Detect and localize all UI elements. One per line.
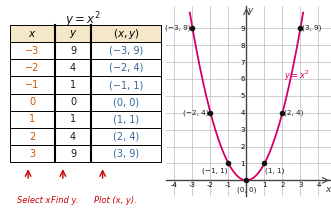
FancyBboxPatch shape (10, 42, 55, 59)
Text: (−2, 4): (−2, 4) (109, 63, 143, 73)
Text: −2: −2 (25, 63, 39, 73)
FancyBboxPatch shape (55, 59, 91, 76)
FancyBboxPatch shape (91, 59, 161, 76)
Text: 4: 4 (70, 63, 76, 73)
Text: 0: 0 (29, 97, 35, 107)
Text: 2: 2 (29, 131, 35, 141)
Text: (2, 4): (2, 4) (113, 131, 139, 141)
Point (226, 162, 231, 165)
Text: (2, 4): (2, 4) (284, 109, 304, 116)
FancyBboxPatch shape (10, 59, 55, 76)
Text: (−1, 1): (−1, 1) (109, 80, 143, 90)
Text: 4: 4 (70, 131, 76, 141)
Point (208, 111, 213, 114)
Text: 0: 0 (70, 97, 76, 107)
Text: (−2, 4): (−2, 4) (183, 109, 209, 116)
Text: −3: −3 (25, 46, 39, 56)
FancyBboxPatch shape (55, 42, 91, 59)
Text: $y = x^2$: $y = x^2$ (284, 68, 310, 83)
FancyBboxPatch shape (55, 25, 91, 42)
Text: Find y.: Find y. (51, 196, 79, 204)
FancyBboxPatch shape (91, 94, 161, 111)
Text: (1, 1): (1, 1) (113, 114, 139, 124)
Text: 9: 9 (70, 149, 76, 159)
Text: (−1, 1): (−1, 1) (202, 168, 228, 174)
Text: x: x (326, 185, 331, 194)
FancyBboxPatch shape (10, 145, 55, 162)
Text: $(x, y)$: $(x, y)$ (113, 27, 139, 41)
Text: −1: −1 (25, 80, 39, 90)
Text: (0, 0): (0, 0) (113, 97, 139, 107)
FancyBboxPatch shape (55, 128, 91, 145)
Text: $y = x^2$: $y = x^2$ (65, 10, 101, 30)
Text: (3, 9): (3, 9) (302, 25, 322, 31)
Point (262, 162, 267, 165)
FancyBboxPatch shape (91, 128, 161, 145)
FancyBboxPatch shape (55, 94, 91, 111)
Text: y: y (247, 6, 252, 15)
Text: 3: 3 (29, 149, 35, 159)
FancyBboxPatch shape (55, 111, 91, 128)
Point (190, 27, 195, 30)
Text: Select x.: Select x. (17, 196, 53, 204)
FancyBboxPatch shape (91, 111, 161, 128)
Text: (−3, 9): (−3, 9) (109, 46, 143, 56)
FancyBboxPatch shape (91, 25, 161, 42)
FancyBboxPatch shape (55, 76, 91, 94)
Text: (0, 0): (0, 0) (237, 186, 256, 193)
Text: 9: 9 (70, 46, 76, 56)
Point (298, 27, 303, 30)
FancyBboxPatch shape (10, 25, 55, 42)
Text: (1, 1): (1, 1) (265, 168, 285, 174)
FancyBboxPatch shape (10, 111, 55, 128)
FancyBboxPatch shape (55, 145, 91, 162)
Text: 1: 1 (29, 114, 35, 124)
Text: $y$: $y$ (69, 27, 77, 40)
Text: Plot (x, y).: Plot (x, y). (94, 196, 137, 204)
FancyBboxPatch shape (91, 76, 161, 94)
FancyBboxPatch shape (10, 128, 55, 145)
FancyBboxPatch shape (10, 76, 55, 94)
Text: 1: 1 (70, 80, 76, 90)
FancyBboxPatch shape (91, 145, 161, 162)
FancyBboxPatch shape (10, 94, 55, 111)
Point (244, 179, 249, 182)
FancyBboxPatch shape (91, 42, 161, 59)
Point (280, 111, 285, 114)
Text: $x$: $x$ (28, 28, 36, 38)
Text: 1: 1 (70, 114, 76, 124)
Text: (−3, 9): (−3, 9) (165, 25, 191, 31)
Text: (3, 9): (3, 9) (113, 149, 139, 159)
